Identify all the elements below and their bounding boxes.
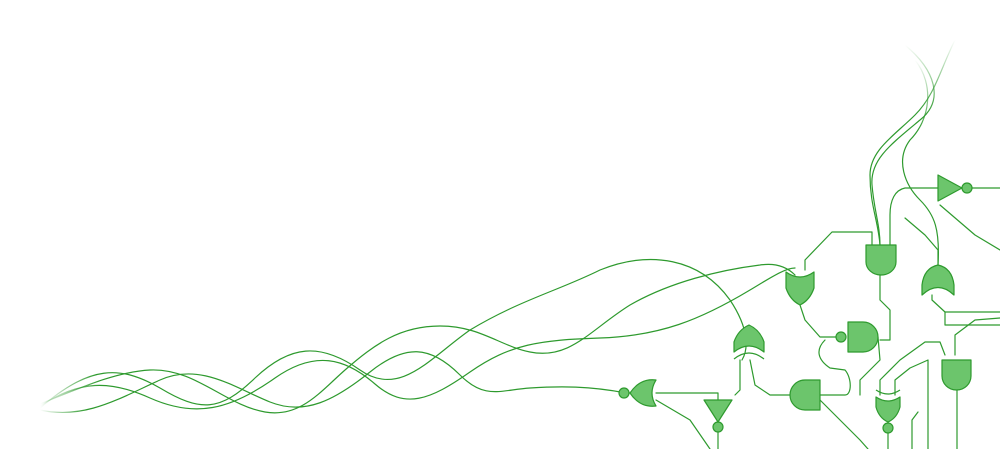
or-gate-icon: [785, 271, 815, 306]
and-gate-icon: [941, 359, 972, 391]
nor-gate-icon: [618, 379, 657, 407]
wave-4: [39, 351, 627, 414]
gates: [618, 174, 973, 434]
and-gate-icon: [789, 379, 821, 411]
wire-and2-out: [859, 336, 881, 396]
wire-and1-out: [879, 274, 891, 341]
circuit-wires: [655, 187, 1000, 449]
wave-1: [39, 259, 747, 409]
wire-nor-cross: [655, 399, 711, 449]
top-wave-2: [869, 39, 956, 246]
wire-right-bus-2: [954, 317, 1000, 356]
and-gate-icon: [865, 244, 897, 276]
wire-xor1-in: [734, 359, 741, 396]
wire-and3-in: [749, 359, 791, 396]
top-waves: [869, 39, 956, 266]
wire-bottom-right: [911, 411, 919, 449]
wire-xnor-in-b: [894, 359, 929, 449]
xor-gate-icon: [733, 324, 765, 360]
or-gate-icon: [921, 264, 955, 296]
wire-right-top: [939, 204, 1000, 251]
signal-waves: [39, 259, 796, 414]
buffer-gate-icon: [703, 399, 733, 433]
top-wave-3: [901, 59, 940, 266]
wire-and2-in: [799, 304, 847, 338]
not-gate-icon: [937, 174, 973, 202]
wire-xnor-in-a: [879, 341, 946, 396]
wire-or-in: [931, 294, 1000, 313]
wire-and1-in-left: [804, 231, 873, 271]
wire-nor-to-buffer: [655, 392, 719, 401]
wave-2: [39, 267, 796, 410]
top-wave-1: [871, 44, 935, 246]
wire-and3-out: [818, 339, 851, 396]
wire-right-bus-1: [944, 311, 1000, 326]
xnor-gate-icon: [875, 389, 901, 434]
wave-3: [39, 263, 796, 414]
wire-or-out: [904, 217, 939, 266]
wire-not-in: [889, 187, 939, 246]
nand-gate-icon: [835, 321, 879, 353]
wire-cross-1: [819, 399, 869, 449]
